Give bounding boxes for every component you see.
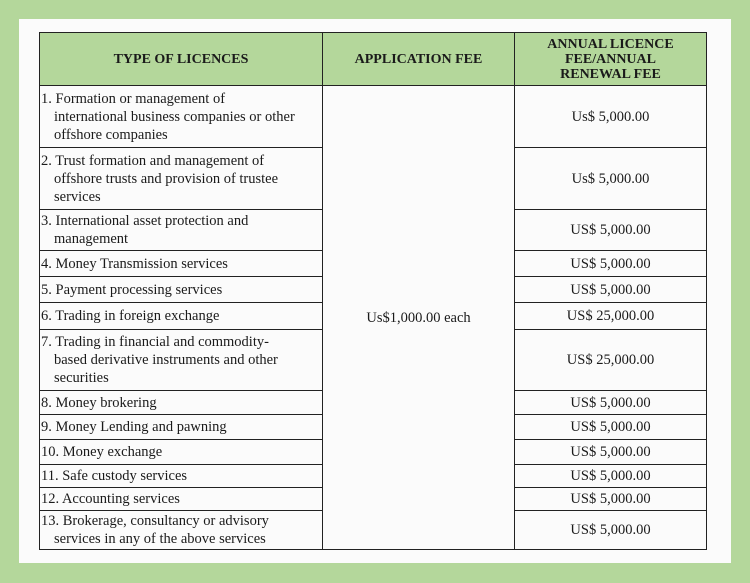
header-annual-fee: ANNUAL LICENCE FEE/ANNUAL RENEWAL FEE: [514, 32, 707, 86]
licence-type: 11. Safe custody services: [39, 464, 323, 488]
licence-type-first-line: 2. Trust formation and management of: [41, 152, 265, 169]
annual-fee: US$ 5,000.00: [514, 414, 707, 440]
annual-fee: Us$ 5,000.00: [514, 85, 707, 148]
annual-fee: US$ 25,000.00: [514, 302, 707, 330]
header-type: TYPE OF LICENCES: [39, 32, 323, 86]
header-row: TYPE OF LICENCES APPLICATION FEE ANNUAL …: [39, 32, 707, 86]
annual-fee: US$ 5,000.00: [514, 390, 707, 415]
licence-type: 12. Accounting services: [39, 487, 323, 511]
annual-fee: US$ 5,000.00: [514, 276, 707, 303]
licence-type-continuation: based derivative instruments and other s…: [54, 352, 278, 386]
table-row: 6. Trading in foreign exchange US$ 25,000…: [39, 302, 707, 330]
licence-type: 7. Trading in financial and commodity-ba…: [39, 329, 323, 391]
licence-type-first-line: 11. Safe custody services: [41, 468, 188, 484]
licence-type-continuation: management: [54, 231, 129, 247]
annual-fee: US$ 5,000.00: [514, 250, 707, 277]
table-row: 3. International asset protection and man…: [39, 209, 707, 251]
licence-type: 1. Formation or management of internation…: [39, 85, 323, 148]
licence-type: 13. Brokerage, consultancy or advisory se…: [39, 510, 323, 550]
licence-type: 9. Money Lending and pawning: [39, 414, 323, 440]
licence-fee-table: TYPE OF LICENCES APPLICATION FEE ANNUAL …: [39, 32, 707, 550]
table-row: 1. Formation or management of internation…: [39, 85, 707, 550]
licence-type-first-line: 13. Brokerage, consultancy or advisory: [41, 513, 269, 529]
licence-type: 2. Trust formation and management of offs…: [39, 147, 323, 210]
licence-type-continuation: offshore trusts and provision of trustee…: [54, 170, 279, 205]
annual-fee: Us$ 5,000.00: [514, 147, 707, 210]
licence-type: 10. Money exchange: [39, 439, 323, 465]
licence-type: 6. Trading in foreign exchange: [39, 302, 323, 330]
table-row: 13. Brokerage, consultancy or advisory se…: [39, 510, 707, 550]
annual-fee: US$ 5,000.00: [514, 464, 707, 488]
table-row: 10. Money exchange US$ 5,000.00: [39, 439, 707, 465]
licence-type-first-line: 5. Payment processing services: [41, 281, 223, 298]
licence-type-first-line: 1. Formation or management of: [41, 90, 226, 107]
licence-type: 4. Money Transmission services: [39, 250, 323, 277]
licence-type: 3. International asset protection and man…: [39, 209, 323, 251]
header-application-fee: APPLICATION FEE: [322, 32, 515, 86]
annual-fee: US$ 5,000.00: [514, 487, 707, 511]
licence-type-first-line: 12. Accounting services: [41, 491, 180, 507]
licence-type-first-line: 10. Money exchange: [41, 444, 163, 460]
annual-fee: US$ 5,000.00: [514, 209, 707, 251]
licence-type-continuation: services in any of the above services: [54, 531, 266, 547]
licence-type-first-line: 8. Money brokering: [41, 394, 157, 411]
table-row: 12. Accounting services US$ 5,000.00: [39, 487, 707, 511]
licence-type-first-line: 3. International asset protection and: [41, 213, 249, 229]
annual-fee: US$ 5,000.00: [514, 510, 707, 550]
licence-type-first-line: 9. Money Lending and pawning: [41, 419, 227, 435]
annual-fee: US$ 25,000.00: [514, 329, 707, 391]
licence-type: 5. Payment processing services: [39, 276, 323, 303]
licence-type-first-line: 6. Trading in foreign exchange: [41, 308, 220, 324]
table-row: 9. Money Lending and pawning US$ 5,000.00: [39, 414, 707, 440]
table-row: 2. Trust formation and management of offs…: [39, 147, 707, 210]
licence-type-first-line: 7. Trading in financial and commodity-: [41, 334, 269, 350]
table-row: 7. Trading in financial and commodity-ba…: [39, 329, 707, 391]
licence-type: 8. Money brokering: [39, 390, 323, 415]
table-row: 11. Safe custody services US$ 5,000.00: [39, 464, 707, 488]
application-fee-value: Us$1,000.00 each: [322, 85, 515, 550]
licence-type-continuation: international business companies or othe…: [54, 108, 295, 143]
licence-type-first-line: 4. Money Transmission services: [41, 255, 228, 272]
annual-fee: US$ 5,000.00: [514, 439, 707, 465]
